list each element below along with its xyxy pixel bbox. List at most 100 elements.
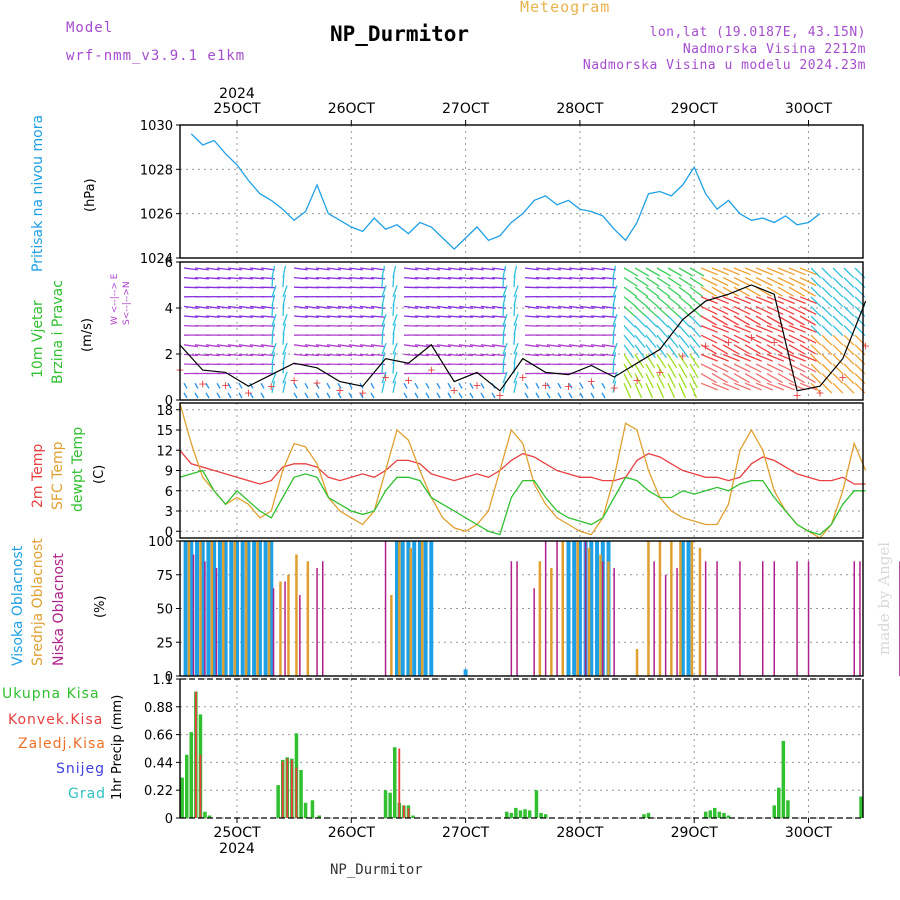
cloud-high-bar [246, 541, 251, 676]
wind-barb [194, 315, 209, 318]
wind-barb [304, 382, 309, 389]
cloud-high-bar [252, 541, 257, 676]
wind-barb [205, 392, 210, 399]
top-date-label: 27OCT [442, 101, 490, 117]
wind-barb [227, 305, 242, 309]
cloud-high-bar [235, 541, 239, 676]
wind-barb [777, 277, 795, 287]
wind-barb [678, 344, 689, 359]
bottom-date-label: 29OCT [671, 825, 719, 841]
model-label: Model [66, 20, 114, 36]
wind-barb [436, 276, 451, 280]
wind-barb [843, 373, 855, 384]
wind-barb [194, 353, 209, 357]
top-date-label: 26OCT [328, 101, 376, 117]
wind-barb [535, 305, 550, 309]
wind-barb [370, 315, 385, 318]
wind-barb [755, 305, 773, 315]
precip-total-bar [514, 807, 518, 818]
cloud-mid-bar [679, 541, 682, 676]
wind-barb [238, 353, 253, 357]
wind-barb [799, 353, 817, 362]
wind-barb [568, 315, 583, 318]
wind-barb [810, 267, 822, 279]
wind-barb [557, 344, 572, 348]
wind-barb [678, 315, 691, 328]
y-tick-label: 75 [156, 569, 173, 584]
precip-total-bar [505, 811, 509, 818]
wind-barb [590, 353, 605, 357]
wind-barb [293, 353, 308, 357]
wind-barb [381, 361, 384, 374]
wind-barb [337, 382, 342, 389]
cloud-high-bar [406, 541, 411, 676]
wind-barb [348, 315, 363, 318]
wind-barb [689, 354, 700, 369]
wind-barb [513, 342, 519, 355]
wind-barb [832, 267, 844, 279]
wind-barb [535, 392, 540, 399]
wind-barb [777, 286, 794, 297]
wind-barb [612, 314, 618, 326]
precip-convective-bar [291, 759, 293, 818]
cloud-low-bar [322, 561, 324, 677]
cloud-mid-bar [647, 541, 650, 676]
wind-barb [458, 344, 473, 348]
cloud-mid-bar [267, 541, 271, 676]
y-tick-label: 15 [156, 424, 173, 439]
wind-speed-line [179, 284, 867, 392]
wind-barb [722, 267, 740, 276]
wind-barb [568, 276, 583, 280]
wind-barb [799, 324, 817, 333]
y-tick-label: 0 [165, 525, 173, 540]
wind-barb [414, 353, 429, 357]
wind-barb [326, 392, 331, 399]
wind-barb [700, 373, 717, 384]
wind-barb [403, 276, 418, 280]
wind-barb [480, 305, 495, 309]
wind-barb [260, 392, 265, 399]
y-tick-label: 100 [148, 535, 173, 550]
wind-barb [557, 382, 562, 389]
wind-barb [689, 334, 701, 349]
wind-barb [348, 392, 353, 399]
precip-total-bar [383, 790, 388, 818]
y-tick-label: 0.88 [144, 701, 173, 716]
wind-barb [491, 353, 506, 357]
wind-barb [590, 382, 595, 389]
cloud-high-bar [200, 541, 205, 676]
y-tick-label: 4 [165, 302, 173, 317]
sfc-temp-line [179, 402, 867, 539]
wind-barb [590, 344, 605, 348]
wind-barb [799, 334, 817, 344]
wind-barb [623, 277, 638, 287]
wind-barb [645, 334, 657, 349]
wind-barb [700, 334, 718, 344]
wind-barb [469, 305, 484, 309]
wind-barb [832, 382, 844, 394]
cloud-high-bar [395, 541, 399, 676]
wind-barb [491, 286, 507, 289]
wind-barb [601, 344, 616, 348]
wind-barb [381, 342, 387, 355]
wind-barb [183, 382, 188, 389]
wind-barb [227, 276, 242, 280]
cloud-low-bar [762, 561, 764, 677]
wind-barb [502, 361, 505, 374]
wind-barb [612, 303, 615, 317]
wind-barb [359, 353, 374, 357]
wind-barb [216, 344, 231, 348]
wind-barb [656, 277, 671, 287]
wind-gust-marker: + [290, 374, 299, 387]
wind-gust-marker: + [564, 380, 573, 393]
wind-barb [238, 315, 253, 318]
wind-barb [392, 342, 398, 355]
wind-barb [678, 373, 687, 389]
wind-barb [634, 344, 645, 359]
wind-barb [601, 267, 616, 271]
precip-total-bar [185, 754, 189, 818]
wind-barb [799, 277, 817, 287]
wind-barb [700, 267, 718, 276]
wind-barb [502, 332, 505, 345]
